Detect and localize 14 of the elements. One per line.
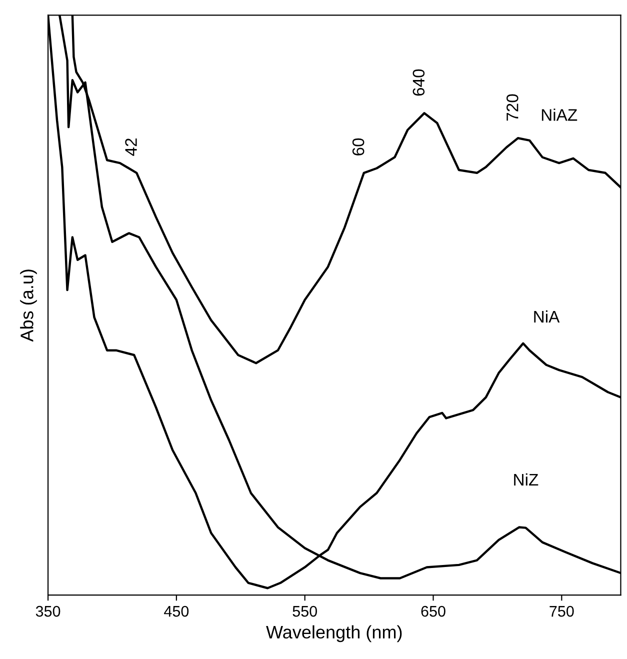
series-label: NiAZ	[542, 108, 578, 121]
annotation: 42	[125, 138, 137, 156]
x-tick-label: 650	[421, 606, 446, 617]
x-axis-title: Wavelength (nm)	[266, 625, 402, 642]
x-tick-label: 450	[164, 606, 189, 617]
x-tick-label: 550	[292, 606, 317, 617]
x-tick-label: 350	[36, 606, 60, 617]
y-axis-title: Abs (a.u)	[20, 270, 37, 342]
annotation: 60	[352, 138, 364, 156]
annotation: 720	[506, 94, 518, 121]
series-label: NiA	[534, 310, 560, 322]
x-tick-label: 750	[550, 606, 574, 617]
text: NiZ	[514, 473, 538, 486]
annotation: 640	[412, 69, 425, 96]
